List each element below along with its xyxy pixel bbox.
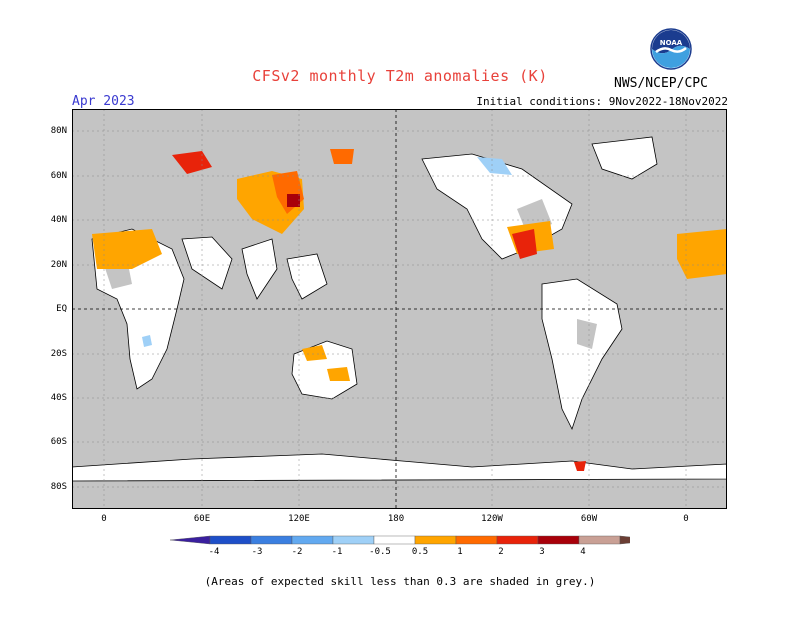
lon-label: 120W (481, 514, 503, 524)
colorbar-segment (455, 535, 498, 545)
lat-label: 60N (50, 171, 67, 181)
colorbar-segment (373, 535, 416, 545)
antarctica-region (72, 453, 727, 482)
colorbar-segment (250, 535, 293, 545)
lon-label: 120E (288, 514, 310, 524)
us-south-hot (512, 229, 537, 259)
anomaly-map (72, 109, 727, 509)
map-border (72, 109, 727, 509)
noaa-logo: NOAA (650, 28, 692, 70)
colorbar-label: -0.5 (369, 547, 391, 557)
colorbar-label: 1 (457, 547, 463, 557)
colorbar-label: 0.5 (411, 547, 429, 557)
sahara-east-warm (677, 229, 727, 279)
africa-cool (142, 335, 152, 347)
warm-anomalies (92, 149, 727, 471)
lon-label: 180 (387, 514, 405, 524)
lat-label: 20S (50, 349, 67, 359)
colorbar (170, 535, 630, 545)
colorbar-segment (537, 535, 580, 545)
forecast-month: Apr 2023 (72, 94, 135, 109)
agency-label: NWS/NCEP/CPC (614, 76, 708, 91)
lat-label: 40S (50, 393, 67, 403)
australia-warm (302, 345, 327, 361)
colorbar-label: -3 (251, 547, 263, 557)
alaska-cool (477, 157, 512, 175)
initial-conditions: Initial conditions: 9Nov2022-18Nov2022 (476, 95, 728, 108)
colorbar-segment (578, 535, 621, 545)
colorbar-segment (291, 535, 334, 545)
lat-label: 40N (50, 215, 67, 225)
sahara-warm (92, 229, 162, 269)
central-asia-max (287, 194, 300, 207)
colorbar-segment (332, 535, 375, 545)
colorbar-label: -1 (331, 547, 343, 557)
colorbar-label: 3 (539, 547, 545, 557)
india-region (241, 238, 278, 300)
lat-label: 20N (50, 260, 67, 270)
siberia-warm (330, 149, 354, 164)
antarctic-peninsula-warm (574, 461, 586, 471)
middle-east-region (181, 236, 233, 290)
colorbar-label: -2 (291, 547, 303, 557)
australia-warm-2 (327, 367, 350, 381)
colorbar-segment (619, 535, 630, 545)
greenland-region (591, 136, 658, 180)
colorbar-segment (209, 535, 252, 545)
lon-label: 0 (101, 514, 107, 524)
colorbar-label: 2 (498, 547, 504, 557)
lon-label: 0 (683, 514, 689, 524)
skill-note: (Areas of expected skill less than 0.3 a… (204, 575, 596, 588)
russia-warm (172, 151, 212, 174)
colorbar-segment (414, 535, 457, 545)
lat-label: EQ (56, 304, 67, 314)
map-title: CFSv2 monthly T2m anomalies (K) (252, 67, 548, 85)
logo-text: NOAA (660, 39, 683, 47)
colorbar-label: 4 (580, 547, 586, 557)
lat-label: 80N (50, 126, 67, 136)
colorbar-segment (496, 535, 539, 545)
colorbar-segment (170, 535, 211, 545)
cool-anomalies (142, 157, 512, 347)
lon-label: 60W (580, 514, 598, 524)
main-axes (72, 109, 727, 509)
lat-label: 80S (50, 482, 67, 492)
lon-label: 60E (193, 514, 211, 524)
colorbar-label: -4 (208, 547, 220, 557)
lat-label: 60S (50, 437, 67, 447)
